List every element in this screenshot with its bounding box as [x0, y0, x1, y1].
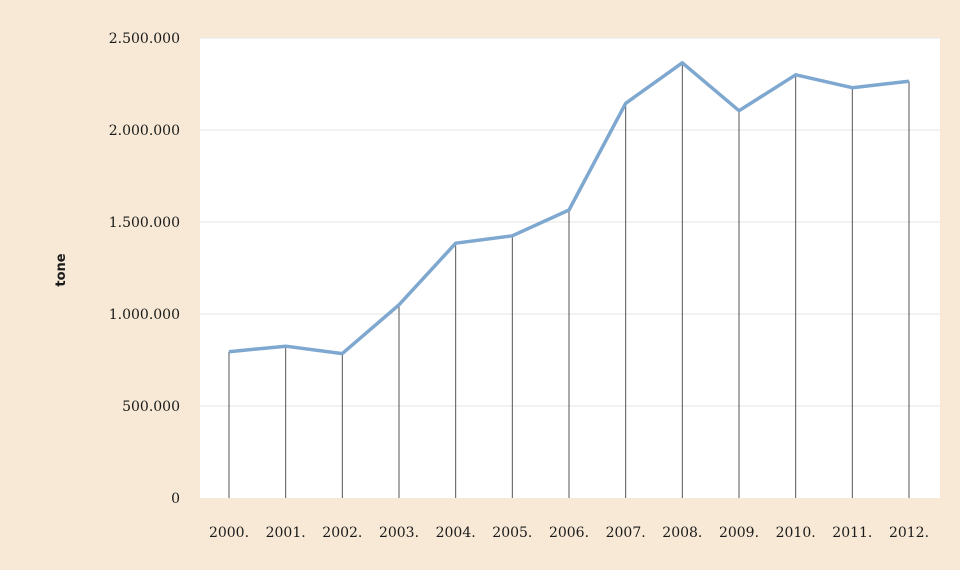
drop-lines: [228, 62, 910, 498]
x-tick-label: 2012.: [889, 525, 929, 541]
plot-area: [200, 38, 940, 498]
gridlines: [200, 37, 940, 407]
x-tick-label: 2002.: [322, 525, 362, 541]
x-axis-ticks: 2000. 2001. 2002. 2003. 2004. 2005. 2006. 2007.…: [209, 525, 929, 541]
y-tick-label: 2.500.000: [109, 31, 180, 47]
y-axis-ticks: 0 500.000 1.000.000 1.500.000 2.000.000 2.500…: [109, 31, 180, 507]
x-tick-label: 2009.: [719, 525, 759, 541]
y-tick-label: 0: [171, 491, 180, 507]
y-tick-label: 1.000.000: [109, 307, 180, 323]
y-tick-label: 2.000.000: [109, 123, 180, 139]
x-tick-label: 2001.: [266, 525, 306, 541]
x-tick-label: 2000.: [209, 525, 249, 541]
y-tick-label: 500.000: [122, 399, 180, 415]
x-tick-label: 2007.: [606, 525, 646, 541]
y-tick-label: 1.500.000: [109, 215, 180, 231]
y-axis-title: tone: [54, 253, 69, 286]
x-tick-label: 2008.: [662, 525, 702, 541]
x-tick-label: 2003.: [379, 525, 419, 541]
x-tick-label: 2010.: [776, 525, 816, 541]
x-tick-label: 2011.: [832, 525, 872, 541]
x-tick-label: 2006.: [549, 525, 589, 541]
x-tick-label: 2004.: [436, 525, 476, 541]
series-line: [228, 61, 910, 356]
x-tick-label: 2005.: [492, 525, 532, 541]
